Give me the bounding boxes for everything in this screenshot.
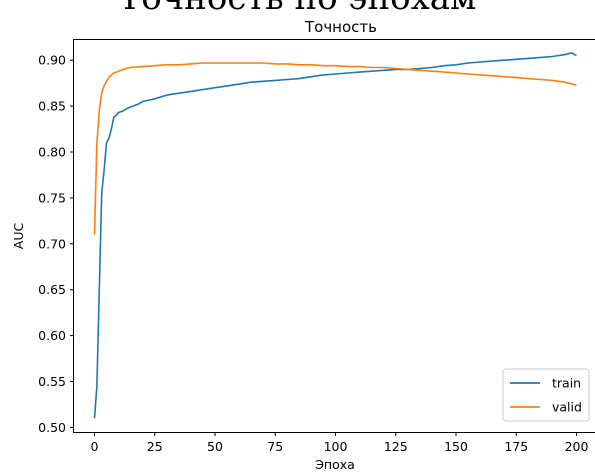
y-tick-label: 0.50 (38, 420, 66, 435)
x-tick-label: 75 (267, 439, 283, 454)
y-tick-label: 0.65 (38, 282, 66, 297)
x-tick-label: 125 (384, 439, 408, 454)
x-tick-label: 150 (444, 439, 468, 454)
y-axis-ticks: 0.50 0.55 0.60 0.65 0.70 0.75 0.80 0.85 0.90 (38, 53, 74, 435)
x-tick-label: 50 (207, 439, 223, 454)
y-tick-label: 0.85 (38, 99, 66, 114)
y-tick-label: 0.75 (38, 190, 66, 205)
y-tick-label: 0.70 (38, 236, 66, 251)
y-tick-label: 0.60 (38, 328, 66, 343)
y-tick-label: 0.80 (38, 145, 66, 160)
x-tick-label: 0 (91, 439, 99, 454)
cropped-caption-text: Точность по эпохам (0, 0, 595, 20)
series-line-valid (93, 62, 577, 235)
x-tick-label: 175 (504, 439, 528, 454)
x-tick-label: 100 (324, 439, 348, 454)
x-axis-label: Эпоха (315, 457, 355, 472)
legend-label-train: train (552, 376, 581, 391)
series-lines (93, 52, 577, 419)
x-axis-ticks: 0 25 50 75 100 125 150 175 200 (91, 432, 589, 454)
y-tick-label: 0.55 (38, 374, 66, 389)
chart-title: Точность (304, 18, 377, 36)
cropped-caption-label: Точность по эпохам (0, 0, 595, 18)
y-axis-label: AUC (11, 223, 26, 250)
series-line-train (93, 52, 577, 419)
legend: train valid (502, 368, 590, 422)
x-tick-label: 200 (565, 439, 589, 454)
legend-box (502, 368, 590, 422)
x-tick-label: 25 (147, 439, 163, 454)
legend-label-valid: valid (552, 400, 582, 415)
y-tick-label: 0.90 (38, 53, 66, 68)
